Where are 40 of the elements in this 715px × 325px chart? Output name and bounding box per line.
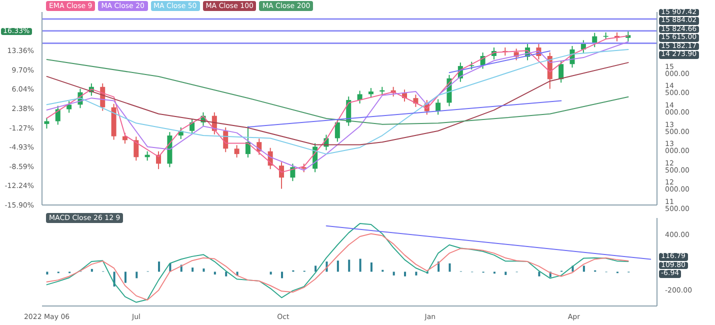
candlestick	[44, 117, 50, 130]
bar	[46, 272, 48, 275]
line-series	[46, 58, 629, 125]
bar	[214, 272, 216, 275]
candlestick	[66, 100, 72, 114]
bar	[192, 268, 194, 272]
bar	[504, 272, 507, 275]
bar	[448, 263, 451, 272]
line-series	[46, 48, 629, 155]
bar	[370, 262, 372, 272]
candlestick	[190, 118, 195, 135]
candlestick	[334, 118, 340, 142]
bar	[202, 268, 205, 272]
bar	[538, 272, 540, 276]
bar	[392, 272, 395, 276]
bar	[359, 258, 362, 272]
bar	[348, 260, 350, 272]
bar	[336, 260, 339, 272]
candlestick	[134, 136, 139, 162]
line-series	[46, 62, 629, 146]
bar	[90, 268, 93, 272]
candlestick	[234, 144, 240, 158]
candlestick	[558, 60, 564, 84]
bar	[281, 272, 284, 278]
bar	[270, 272, 272, 275]
line-series	[46, 233, 629, 300]
line-series	[46, 223, 629, 303]
bar	[314, 266, 317, 272]
bar	[136, 272, 138, 278]
bar	[225, 272, 228, 276]
bar	[124, 272, 126, 283]
candlestick	[290, 163, 296, 182]
candlestick	[279, 162, 284, 190]
bar	[582, 266, 585, 272]
candlestick	[436, 98, 441, 116]
candlestick	[357, 90, 362, 104]
bar	[404, 272, 406, 276]
bar	[415, 272, 418, 276]
candlestick	[368, 88, 374, 98]
bar	[158, 262, 160, 272]
